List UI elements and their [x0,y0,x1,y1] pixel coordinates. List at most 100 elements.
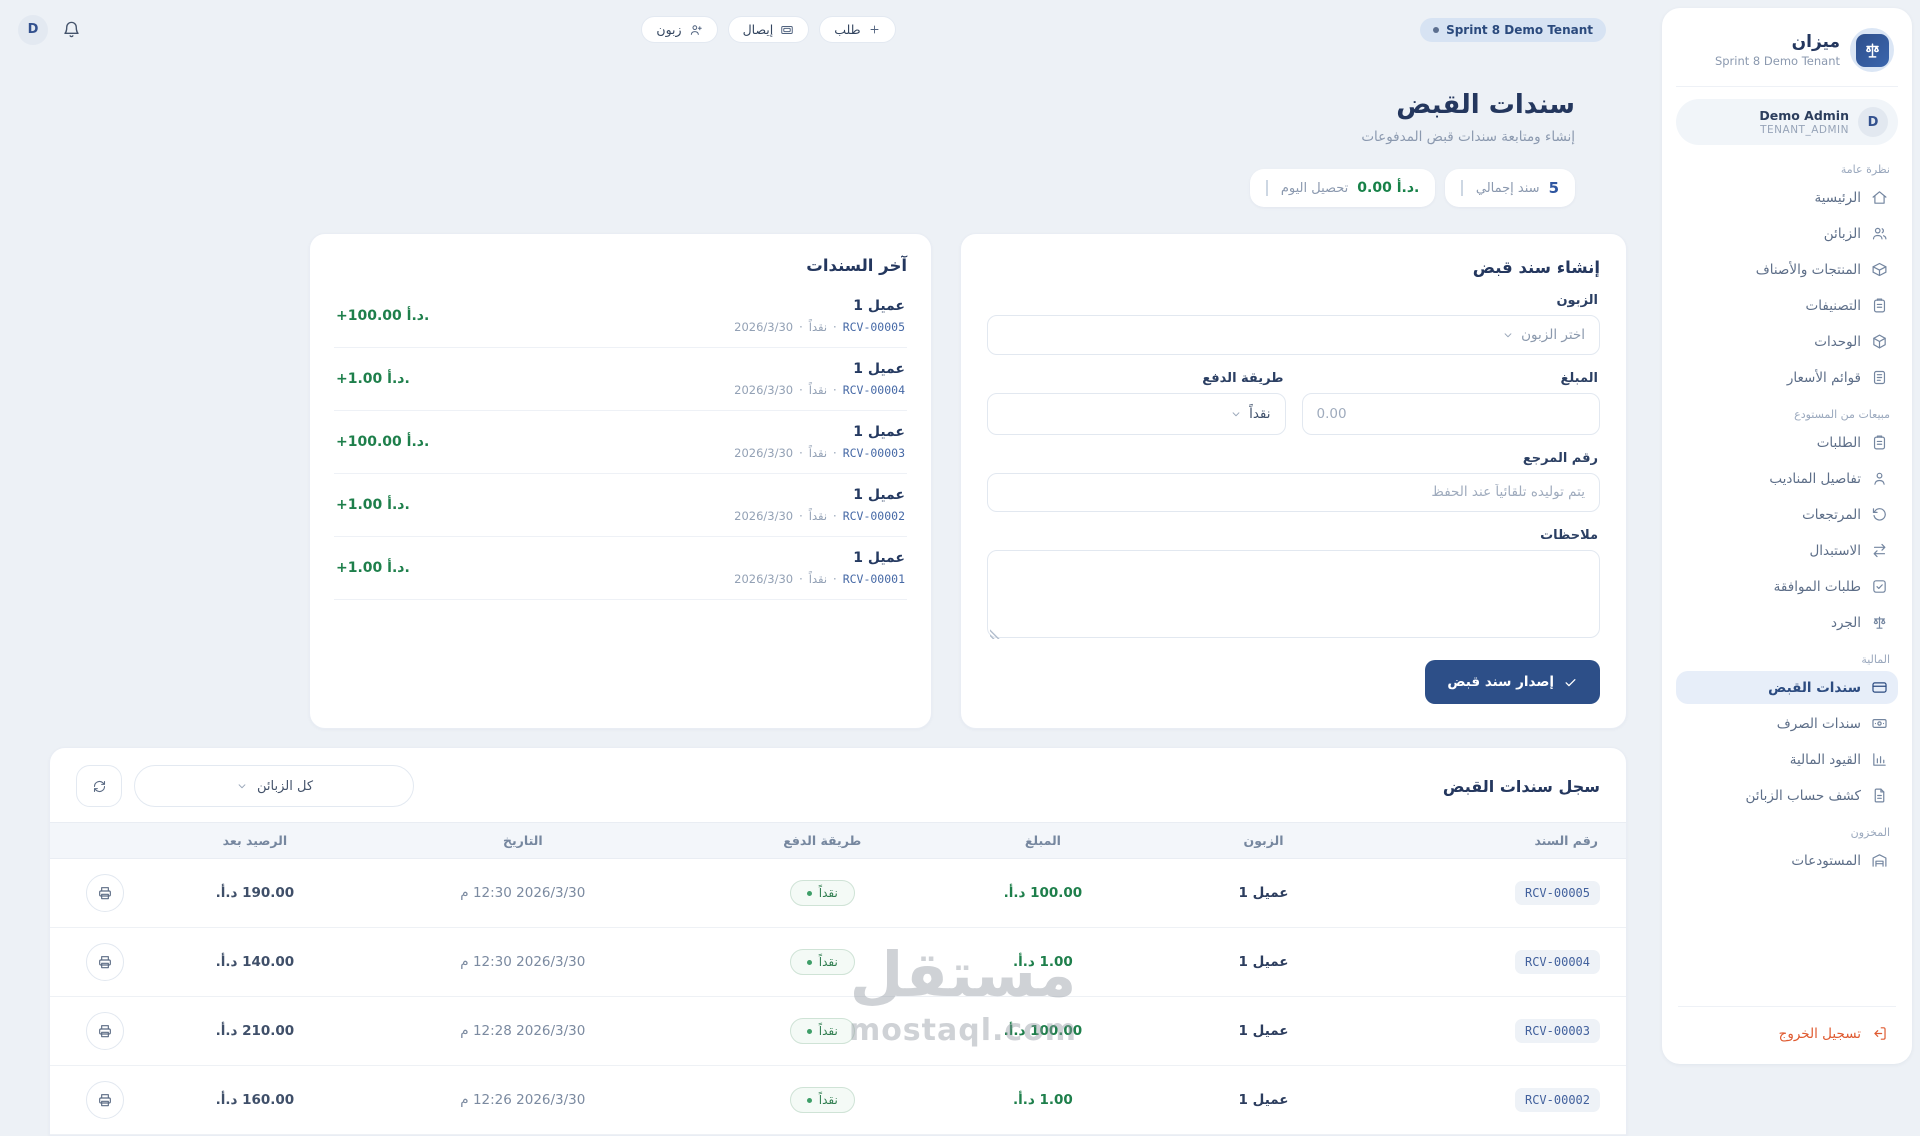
topbar-avatar[interactable]: D [18,14,48,45]
customer-select[interactable]: اختر الزبون [987,315,1600,355]
cards-row: إنشاء سند قبض الزبون اختر الزبون المبلغ … [27,233,1627,729]
list-item[interactable]: عميل 1 RCV-00005 · نقداً · 2026/3/30 +100.… [334,285,907,348]
stat-today-value: 0.00 د.أ. [1357,180,1420,196]
notes-label: ملاحظات [1540,528,1598,543]
rotate-icon [1871,506,1888,523]
divider [1461,180,1463,196]
payment-method-badge: نقداً [789,949,855,975]
sidebar-nav: نظرة عامة الرئيسية الزبائن المنتجات والأ… [1676,149,1898,996]
voucher-number[interactable]: RCV-00005 [1514,881,1600,905]
notes-textarea[interactable] [987,550,1600,638]
sidebar-item-journal-entries[interactable]: القيود المالية [1676,743,1898,776]
plus-icon [868,23,881,36]
sidebar-item-warehouses[interactable]: المستودعات [1676,844,1898,877]
sidebar-item-approvals[interactable]: طلبات الموافقة [1676,570,1898,603]
sidebar-item-products[interactable]: المنتجات والأصناف [1676,253,1898,286]
recent-customer: عميل 1 [853,361,905,377]
sidebar-item-rep-details[interactable]: تفاصيل المناديب [1676,462,1898,495]
voucher-number[interactable]: RCV-00004 [1514,950,1600,974]
col-amount: المبلغ [948,822,1138,859]
sidebar-item-customer-statement[interactable]: كشف حساب الزبائن [1676,779,1898,812]
sidebar-item-units[interactable]: الوحدات [1676,325,1898,358]
reference-label: رقم المرجع [1522,450,1598,466]
table-row: RCV-00002 عميل 1 1.00 د.أ. نقداً 2026/3/… [50,1065,1626,1135]
status-dot [806,1097,812,1103]
swap-icon [1871,542,1888,559]
sidebar-item-orders[interactable]: الطلبات [1676,426,1898,459]
sidebar-item-receipt-vouchers[interactable]: سندات القبض [1676,671,1898,704]
voucher-code: RCV-00004 [842,383,905,397]
voucher-number[interactable]: RCV-00003 [1514,1019,1600,1043]
sidebar-item-returns[interactable]: المرتجعات [1676,498,1898,531]
bell-icon[interactable] [62,20,81,39]
payment-method-select[interactable]: نقداً [987,392,1286,435]
topbar: Sprint 8 Demo Tenant طلب إيصال زبون D [0,0,1654,48]
sidebar-item-customers[interactable]: الزبائن [1676,217,1898,250]
refresh-icon [92,779,107,794]
payment-method-label: طريقة الدفع [1202,370,1284,386]
credit-card-icon [1871,679,1888,696]
recent-title: آخر السندات [806,256,907,275]
sidebar-item-stocktaking[interactable]: الجرد [1676,606,1898,639]
user-icon [1871,470,1888,487]
list-item[interactable]: عميل 1 RCV-00004 · نقداً · 2026/3/30 +1.00… [334,348,907,411]
tenant-badge[interactable]: Sprint 8 Demo Tenant [1420,17,1606,42]
new-order-button[interactable]: طلب [819,16,896,43]
recent-amount: +100.00 د.أ. [336,308,430,324]
list-item[interactable]: عميل 1 RCV-00002 · نقداً · 2026/3/30 +1.00… [334,474,907,537]
print-button[interactable] [86,943,125,981]
sidebar-item-categories[interactable]: التصنيفات [1676,289,1898,322]
status-dot [806,1028,812,1034]
recent-customer: عميل 1 [853,298,905,314]
refresh-button[interactable] [76,765,122,807]
box-icon [1871,333,1888,350]
voucher-code: RCV-00003 [842,446,905,460]
sidebar-item-home[interactable]: الرئيسية [1676,181,1898,214]
user-role: TENANT_ADMIN [1760,124,1849,136]
row-balance: 140.00 د.أ. [160,927,350,997]
chevron-down-icon [1229,407,1243,421]
recent-amount: +100.00 د.أ. [336,434,430,450]
voucher-number[interactable]: RCV-00002 [1514,1088,1600,1112]
form-title: إنشاء سند قبض [1472,258,1600,277]
customer-filter-select[interactable]: كل الزبائن [134,765,414,807]
voucher-code: RCV-00002 [842,509,905,523]
recent-vouchers-card: آخر السندات عميل 1 RCV-00005 · نقداً · 202… [309,233,932,729]
list-item[interactable]: عميل 1 RCV-00001 · نقداً · 2026/3/30 +1.00… [334,537,907,600]
row-balance: 210.00 د.أ. [160,996,350,1066]
list-item[interactable]: عميل 1 RCV-00003 · نقداً · 2026/3/30 +100.… [334,411,907,474]
sidebar-item-exchange[interactable]: الاستبدال [1676,534,1898,567]
print-button[interactable] [86,1081,125,1119]
home-icon [1871,189,1888,206]
users-icon [1871,225,1888,242]
issue-voucher-button[interactable]: إصدار سند قبض [1425,660,1600,704]
section-label-finance: المالية [1861,653,1890,666]
print-button[interactable] [86,874,125,912]
stat-total-vouchers: 5 سند إجمالي [1445,169,1575,207]
table-header-row: رقم السند الزبون المبلغ طريقة الدفع التا… [50,822,1626,859]
logout-button[interactable]: تسجيل الخروج [1676,1019,1898,1048]
page-subtitle: إنشاء ومتابعة سندات قبض المدفوعات [1361,129,1575,145]
amount-input[interactable] [1301,392,1600,435]
page-title: سندات القبض [1396,90,1575,120]
user-chip[interactable]: D Demo Admin TENANT_ADMIN [1676,99,1898,145]
section-label-warehouse-sales: مبيعات من المستودع [1794,408,1890,421]
stat-today-label: تحصيل اليوم [1280,180,1349,196]
status-dot [806,959,812,965]
voucher-code: RCV-00001 [842,572,905,586]
scales-icon [1855,33,1889,67]
print-button[interactable] [86,1012,125,1050]
user-name: Demo Admin [1759,108,1849,123]
col-customer: الزبون [1137,822,1390,859]
logout-icon [1871,1025,1888,1042]
reference-input[interactable] [987,472,1600,512]
new-customer-button[interactable]: زبون [641,16,718,43]
row-amount: 1.00 د.أ. [948,927,1138,997]
sidebar-item-price-lists[interactable]: قوائم الأسعار [1676,361,1898,394]
col-voucher-number: رقم السند [1389,822,1626,859]
sidebar-item-payment-vouchers[interactable]: سندات الصرف [1676,707,1898,740]
payment-method-badge: نقداً [789,1087,855,1113]
resize-handle[interactable] [990,629,1000,639]
new-receipt-button[interactable]: إيصال [727,16,810,43]
status-dot [806,890,812,896]
